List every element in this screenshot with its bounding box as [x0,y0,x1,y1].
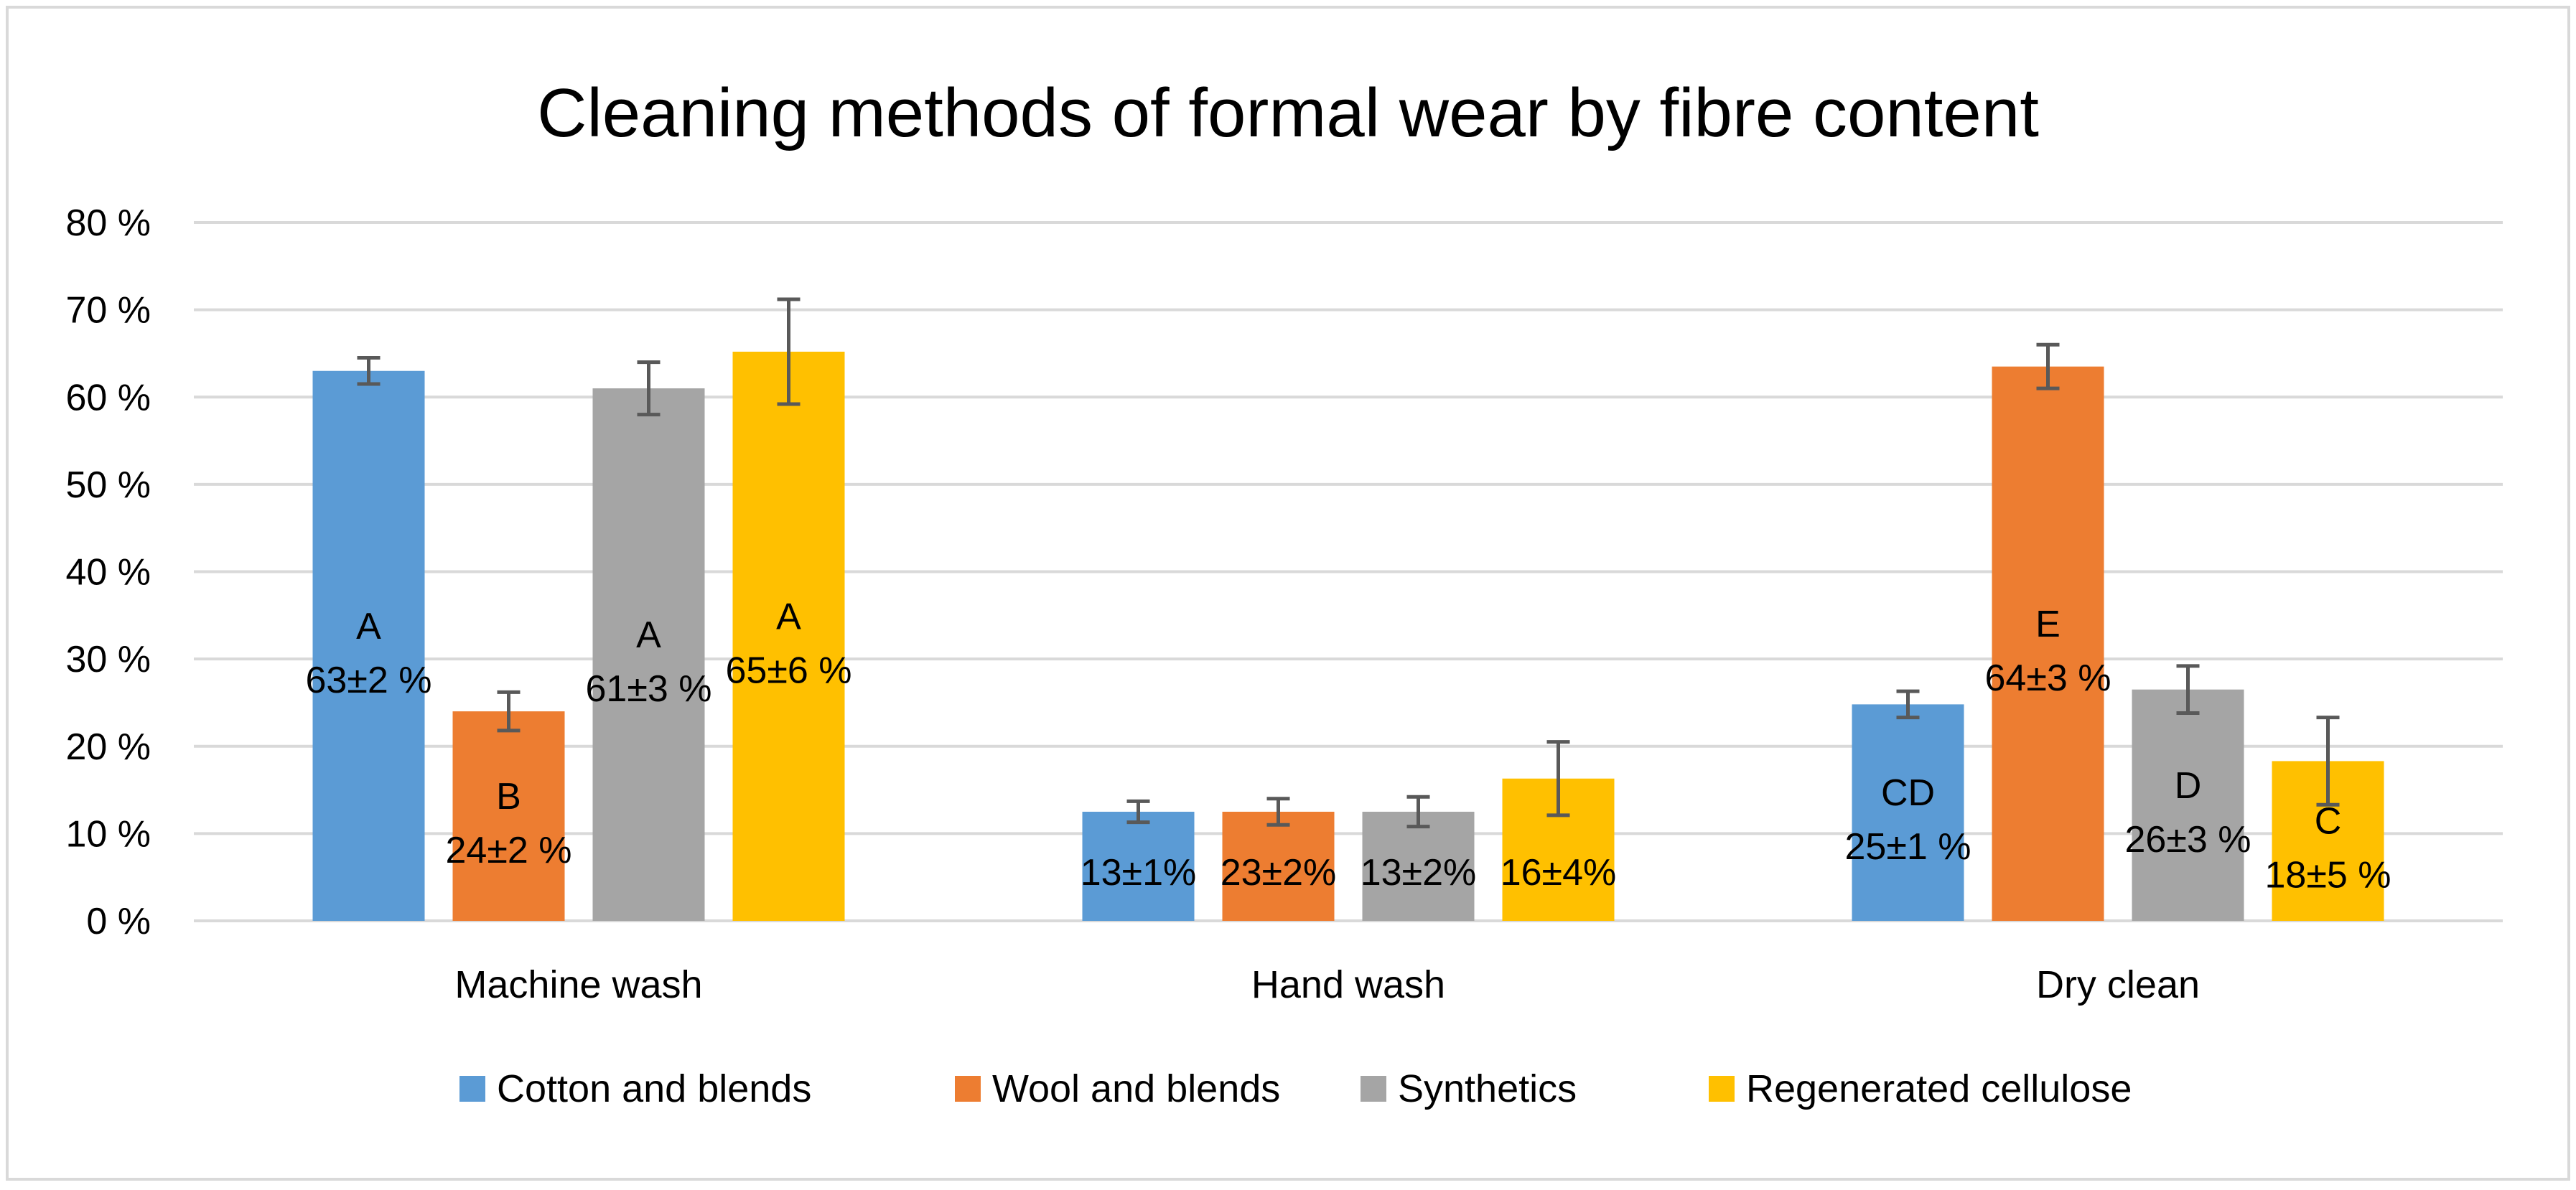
y-tick-label: 80 % [65,202,151,244]
data-label: 13±2% [1361,852,1477,894]
x-axis-ticks: Machine wash Hand wash Dry clean [454,963,2200,1006]
legend-label: Regenerated cellulose [1746,1067,2132,1110]
legend-swatch [459,1076,485,1102]
legend-swatch [955,1076,981,1102]
bar [592,388,705,921]
data-label: 64±3 % [1985,657,2111,699]
bar [312,370,425,921]
y-tick-label: 0 % [86,901,151,942]
legend-swatch [1709,1076,1735,1102]
data-label: 26±3 % [2125,819,2251,861]
significance-letter: D [2175,765,2202,807]
significance-letter: A [636,614,661,656]
significance-letter: B [496,776,521,817]
x-tick-label: Machine wash [454,963,702,1006]
y-axis-ticks: 0 % 10 % 20 % 30 % 40 % 50 % 60 % 70 % 80 % [65,202,151,942]
legend-label: Synthetics [1398,1067,1577,1110]
y-tick-label: 50 % [65,464,151,506]
y-tick-label: 30 % [65,639,151,680]
y-tick-label: 70 % [65,290,151,332]
bar [1852,704,1964,921]
legend-label: Cotton and blends [497,1067,811,1110]
x-tick-label: Hand wash [1251,963,1445,1006]
bar [452,711,565,921]
x-tick-label: Dry clean [2036,963,2200,1006]
data-label: 61±3 % [586,668,712,710]
bar [1362,811,1475,921]
y-tick-label: 20 % [65,726,151,768]
chart-frame [6,6,2570,1181]
y-tick-label: 60 % [65,377,151,418]
bar [732,352,845,921]
significance-letter: CD [1881,772,1935,814]
data-labels: A 63±2 % B 24±2 % A 61±3 % A 65±6 % 13±1% 23±2% 13… [306,596,2391,896]
data-label: 25±1 % [1845,826,1971,868]
data-label: 13±1% [1081,852,1197,894]
data-label: 63±2 % [306,660,432,701]
bar [1082,811,1195,921]
data-label: 16±4% [1501,852,1617,894]
legend-label: Wool and blends [992,1067,1280,1110]
bar [1992,366,2104,921]
bar [2132,689,2244,921]
data-label: 18±5 % [2265,855,2391,896]
error-bars [357,297,2340,829]
data-label: 24±2 % [446,830,572,871]
data-label: 65±6 % [726,650,852,692]
data-label: 23±2% [1221,852,1337,894]
bar [1222,811,1335,921]
bars [312,352,2384,921]
significance-letter: E [2035,604,2061,645]
y-tick-label: 10 % [65,813,151,855]
chart-title: Cleaning methods of formal wear by fibre… [537,75,2039,151]
significance-letter: A [776,596,801,638]
y-tick-label: 40 % [65,552,151,594]
significance-letter: C [2315,801,2342,843]
legend-swatch [1361,1076,1386,1102]
significance-letter: A [356,606,381,647]
grid [194,221,2503,922]
legend: Cotton and blends Wool and blends Syntheti… [459,1067,2132,1110]
